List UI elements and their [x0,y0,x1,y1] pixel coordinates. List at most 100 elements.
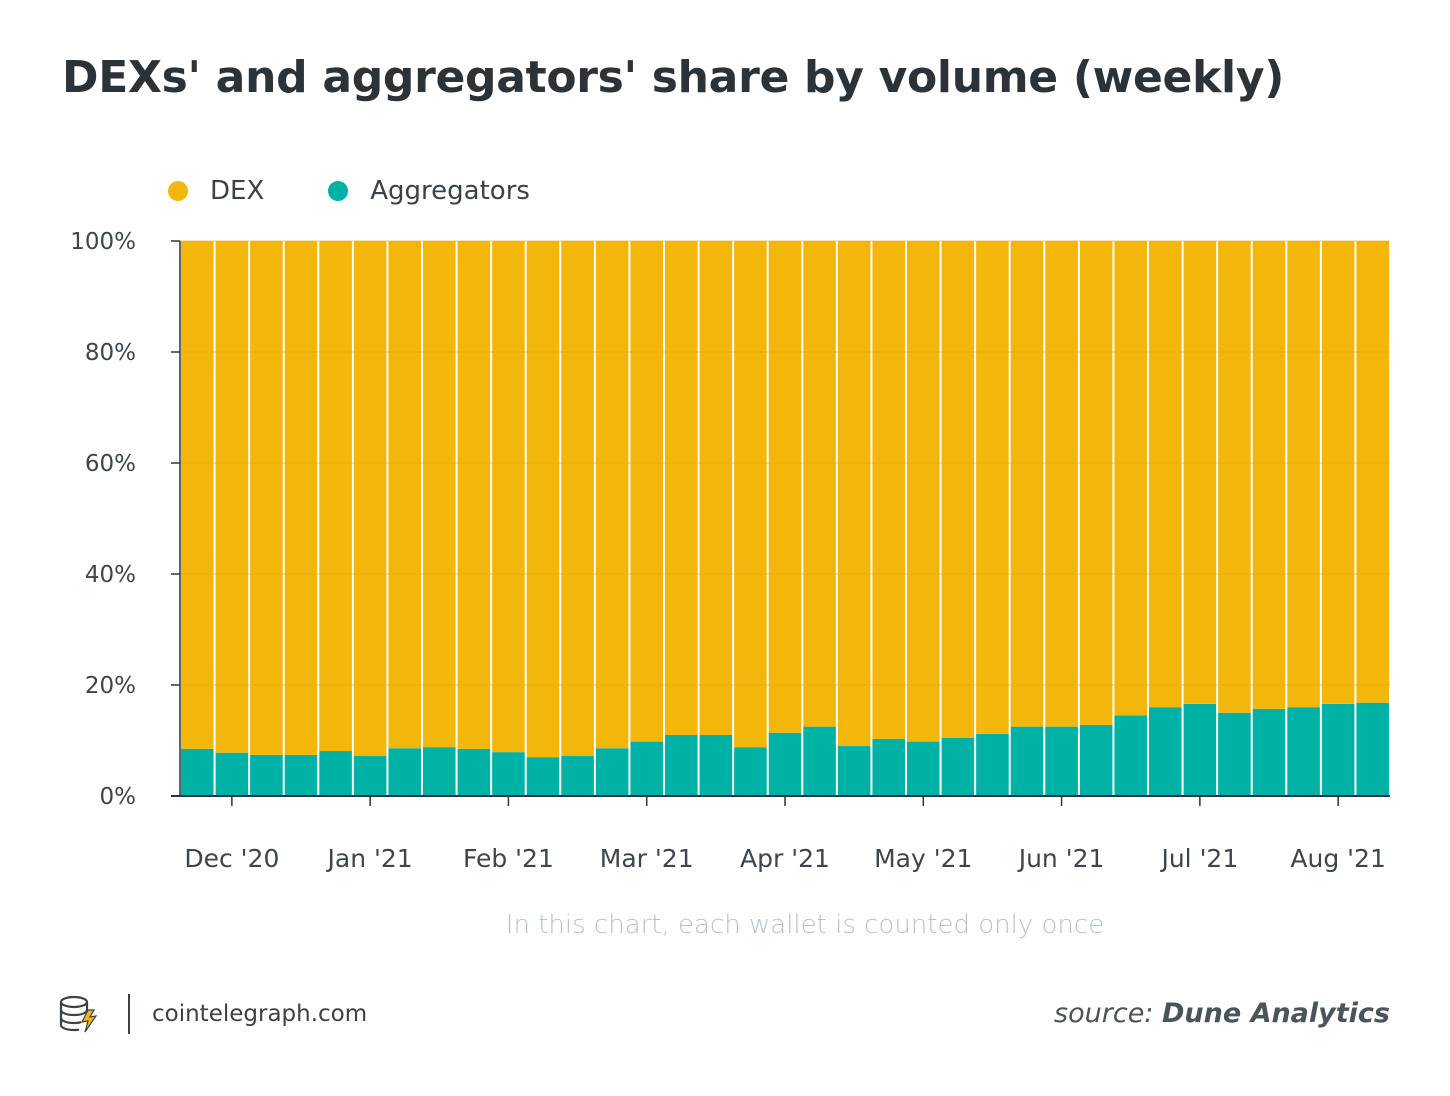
source-prefix: source: [1054,998,1154,1029]
bar-dex-3 [284,241,318,755]
bar-dex-19 [837,241,871,747]
xtick-label-5: May '21 [874,844,972,873]
bar-dex-17 [768,241,802,733]
stacked-bar-chart: 0% 20% 40% 60% 80% 100% Dec '20 Jan '21 Feb '21 M… [70,229,1390,873]
bar-dex-25 [1045,241,1078,727]
bar-dex-14 [665,241,698,735]
bar-dex-31 [1252,241,1286,709]
xtick-label-4: Apr '21 [740,844,830,873]
source-name: Dune Analytics [1162,998,1390,1029]
bar-dex-2 [250,241,283,755]
bar-aggregators-4 [319,751,352,796]
xtick-label-3: Mar '21 [600,844,694,873]
bar-aggregators-18 [803,726,836,796]
bar-aggregators-10 [526,757,560,796]
legend-item-dex: DEX [168,176,264,206]
bar-dex-12 [595,241,629,749]
bar-dex-16 [734,241,767,748]
brand-separator [128,994,130,1034]
bar-aggregators-12 [595,748,629,796]
bar-aggregators-24 [1010,726,1044,796]
bars-layer [181,241,1389,796]
bar-dex-8 [457,241,491,749]
bar-dex-4 [319,241,352,752]
bar-dex-10 [526,241,560,758]
xtick-label-2: Feb '21 [463,844,554,873]
bar-dex-32 [1287,241,1320,708]
xtick-label-0: Dec '20 [184,844,279,873]
bar-dex-34 [1356,241,1389,703]
bar-aggregators-3 [284,754,318,796]
bar-dex-21 [907,241,940,742]
bar-dex-24 [1010,241,1044,727]
bar-aggregators-19 [837,746,871,796]
bar-aggregators-9 [492,752,525,796]
bar-aggregators-2 [250,754,283,796]
chart-legend: DEX Aggregators [168,176,594,206]
bar-aggregators-27 [1114,715,1147,796]
bar-aggregators-33 [1321,703,1355,796]
bar-aggregators-1 [215,752,249,796]
bar-dex-22 [941,241,975,738]
legend-item-aggregators: Aggregators [328,176,530,206]
ytick-label-2: 40% [85,562,136,588]
bar-aggregators-7 [423,747,456,796]
bar-aggregators-22 [941,737,975,796]
bar-aggregators-26 [1079,724,1113,796]
bar-aggregators-11 [561,756,594,796]
bar-aggregators-29 [1183,703,1217,796]
bar-aggregators-21 [907,741,940,796]
bar-dex-20 [872,241,905,739]
bar-dex-27 [1114,241,1147,716]
bar-aggregators-16 [734,747,767,796]
chart-title: DEXs' and aggregators' share by volume (… [62,52,1285,103]
bar-dex-18 [803,241,836,727]
xtick-label-8: Aug '21 [1290,844,1385,873]
bar-aggregators-34 [1356,702,1389,796]
grid-layer [180,240,1390,686]
bar-aggregators-32 [1287,707,1320,796]
bar-aggregators-14 [665,734,698,796]
bar-dex-15 [699,241,733,735]
ytick-label-5: 100% [70,229,136,255]
bar-dex-33 [1321,241,1355,704]
ytick-label-3: 60% [85,451,136,477]
bar-aggregators-15 [699,734,733,796]
bar-dex-7 [423,241,456,748]
source-credit: source: Dune Analytics [1054,998,1390,1029]
bar-aggregators-25 [1045,726,1078,796]
legend-label-dex: DEX [210,176,265,206]
bar-aggregators-28 [1149,707,1182,796]
brand-text: cointelegraph.com [152,1001,368,1027]
bar-dex-1 [215,241,249,753]
bar-aggregators-17 [768,732,802,796]
bar-aggregators-23 [976,733,1009,796]
legend-label-aggregators: Aggregators [370,176,530,206]
xtick-label-1: Jan '21 [326,844,413,873]
bar-dex-6 [388,241,421,749]
bar-dex-23 [976,241,1009,734]
bar-aggregators-13 [630,741,663,796]
bar-aggregators-20 [872,738,905,796]
bar-dex-9 [492,241,525,753]
ytick-label-4: 80% [85,340,136,366]
xtick-label-7: Jul '21 [1159,844,1238,873]
bar-dex-0 [181,241,214,749]
bar-aggregators-31 [1252,708,1286,796]
ytick-label-0: 0% [100,784,137,810]
bar-dex-30 [1218,241,1251,713]
legend-dot-dex [168,181,188,201]
bar-aggregators-0 [181,748,214,796]
axes-layer: 0% 20% 40% 60% 80% 100% Dec '20 Jan '21 Feb '21 M… [70,229,1390,873]
ytick-label-1: 20% [85,673,136,699]
bar-dex-28 [1149,241,1182,708]
bar-dex-5 [353,241,387,757]
bar-aggregators-30 [1218,712,1251,796]
bar-dex-29 [1183,241,1217,704]
bar-aggregators-6 [388,748,421,796]
bar-dex-11 [561,241,594,757]
bar-aggregators-8 [457,748,491,796]
cointelegraph-logo-icon [59,995,98,1033]
chart-note: In this chart, each wallet is counted on… [505,910,1105,940]
bar-aggregators-5 [353,756,387,796]
